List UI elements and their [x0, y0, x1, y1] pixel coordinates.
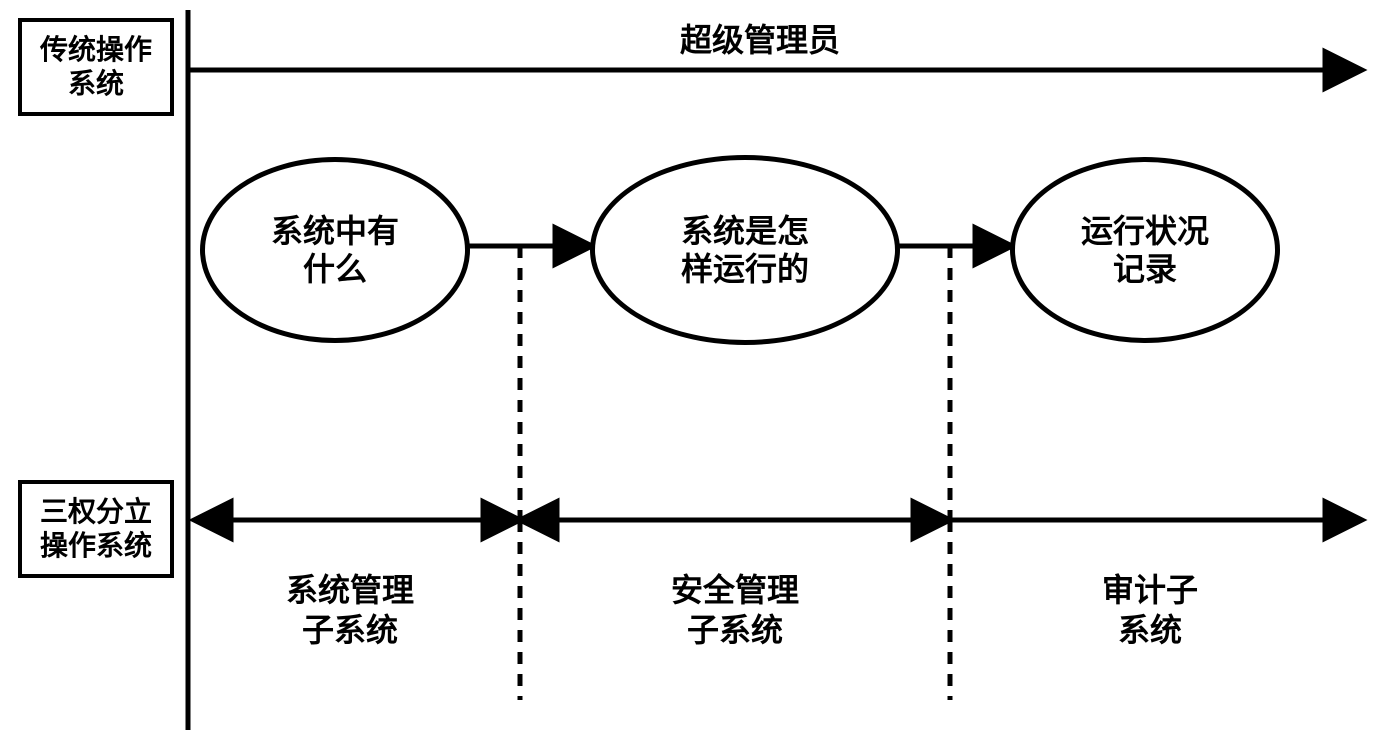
traditional-os-label: 传统操作 系统	[40, 33, 152, 100]
sysadmin-subsystem-label: 系统管理 子系统	[230, 570, 470, 650]
separation-os-label: 三权分立 操作系统	[40, 495, 152, 562]
ellipse-run-status-record-text: 运行状况 记录	[1081, 212, 1209, 289]
ellipse-what-in-system-text: 系统中有 什么	[271, 212, 399, 289]
traditional-os-label-box: 传统操作 系统	[18, 18, 174, 116]
ellipse-how-system-runs-text: 系统是怎 样运行的	[681, 212, 809, 289]
audit-subsystem-label: 审计子 系统	[1030, 570, 1270, 650]
ellipse-run-status-record: 运行状况 记录	[1010, 157, 1280, 343]
ellipse-what-in-system: 系统中有 什么	[200, 157, 470, 343]
security-subsystem-label: 安全管理 子系统	[615, 570, 855, 650]
ellipse-how-system-runs: 系统是怎 样运行的	[590, 155, 900, 345]
superadmin-label: 超级管理员	[640, 20, 880, 60]
diagram-canvas: 传统操作 系统 三权分立 操作系统 超级管理员 系统中有 什么 系统是怎 样运行…	[0, 0, 1380, 736]
separation-os-label-box: 三权分立 操作系统	[18, 480, 174, 578]
